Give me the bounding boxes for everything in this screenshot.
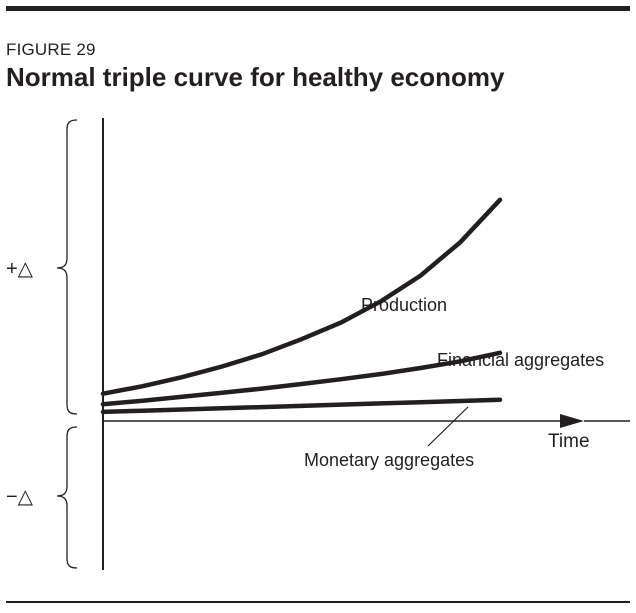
x-axis-arrowhead: [560, 414, 584, 428]
series-line-monetary-aggregates: [100, 397, 503, 415]
negative-delta-label: −△: [6, 486, 34, 508]
figure-label: FIGURE 29: [6, 40, 96, 59]
series-label-financial-aggregates: Financial aggregates: [437, 350, 604, 370]
x-axis-label: Time: [548, 431, 590, 452]
series-line-financial-aggregates: [100, 350, 503, 407]
positive-delta-label: +△: [6, 258, 34, 280]
positive-brace: [56, 119, 78, 415]
bottom-rule: [6, 601, 630, 603]
series-line-production: [100, 197, 503, 396]
figure-title: Normal triple curve for healthy economy: [6, 62, 505, 92]
monetary-aggregates-leader: [427, 406, 469, 447]
top-rule: [6, 6, 630, 11]
series-label-production: Production: [361, 295, 447, 315]
series-label-monetary-aggregates: Monetary aggregates: [304, 450, 474, 470]
negative-brace: [56, 426, 78, 569]
